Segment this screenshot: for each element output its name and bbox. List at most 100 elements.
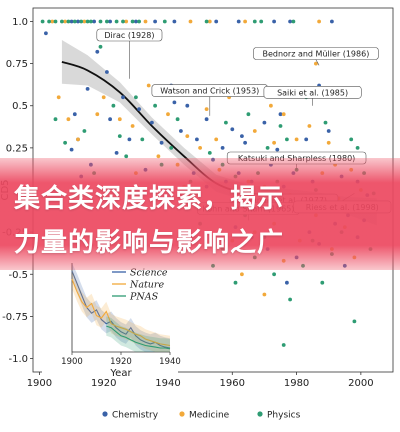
chemistry-point — [85, 87, 90, 91]
y-tick-label: 1.0 — [12, 17, 28, 28]
physics-point — [252, 19, 257, 24]
chemistry-point — [304, 137, 309, 142]
chemistry-point — [214, 19, 219, 24]
physics-point — [66, 19, 71, 24]
medicine-point — [317, 19, 321, 24]
nature-inset-line — [71, 278, 171, 347]
x-tick-label: 2000 — [348, 378, 373, 389]
physics-point — [124, 154, 129, 159]
physics-point — [60, 19, 64, 24]
physics-point — [175, 117, 180, 122]
medicine-point — [124, 19, 129, 24]
chemistry-point — [172, 19, 177, 24]
physics-point — [114, 19, 119, 24]
chemistry-point — [150, 120, 154, 125]
nature-inset-legend-label: Nature — [129, 280, 164, 291]
annotation-label: Bednorz and Müller (1986) — [262, 50, 369, 59]
physics-point — [53, 117, 58, 122]
annotation-label: Watson and Crick (1953) — [160, 87, 259, 96]
physics-point — [47, 19, 51, 24]
y-tick-label: 0.75 — [6, 59, 28, 70]
chemistry-point — [179, 129, 183, 133]
physics-point — [117, 134, 122, 139]
nature-inset-band — [72, 269, 170, 352]
physics-legend-marker — [257, 411, 263, 417]
physics-point — [82, 129, 87, 133]
physics-point — [246, 112, 251, 117]
x-tick-label: 1980 — [284, 378, 309, 389]
physics-point — [224, 120, 228, 125]
physics-point — [285, 137, 289, 142]
medicine-legend-marker — [179, 411, 185, 417]
chemistry-point — [172, 100, 177, 105]
x-tick-label: 1940 — [155, 378, 180, 389]
y-tick-label: -1.0 — [8, 354, 28, 365]
chemistry-point — [69, 147, 74, 152]
chemistry-point — [275, 147, 280, 152]
medicine-point — [240, 272, 244, 277]
physics-point — [137, 19, 142, 24]
chemistry-point — [262, 120, 267, 125]
chemistry-point — [243, 140, 248, 145]
physics-point — [72, 19, 77, 24]
pnas-inset-legend-label: PNAS — [129, 292, 159, 303]
x-tick-label: 1920 — [91, 378, 116, 389]
chemistry-point — [195, 137, 199, 142]
medicine-point — [307, 124, 312, 128]
medicine-point — [63, 19, 67, 24]
medicine-point — [66, 117, 71, 122]
chemistry-point — [236, 19, 241, 24]
chemistry-point — [278, 112, 283, 117]
physics-point — [121, 19, 125, 24]
physics-point — [169, 146, 174, 150]
medicine-point — [185, 134, 190, 139]
medicine-point — [294, 137, 299, 142]
chemistry-point — [137, 107, 142, 111]
chemistry-point — [230, 127, 235, 132]
annotation-label: Saiki et al. (1985) — [277, 88, 348, 97]
chemistry-point — [121, 95, 125, 100]
chemistry-point — [240, 134, 244, 139]
banner-line-2: 力量的影响与影响之广 — [14, 228, 285, 258]
physics-point — [320, 280, 325, 285]
physics-point — [278, 124, 283, 128]
physics-point — [352, 319, 357, 324]
medicine-point — [207, 19, 212, 24]
chemistry-point — [134, 19, 138, 24]
physics-point — [349, 137, 354, 142]
physics-point — [79, 19, 84, 24]
chemistry-point — [204, 117, 209, 122]
y-tick-label: -0.75 — [2, 312, 28, 323]
annotation-box — [96, 28, 163, 42]
physics-point — [105, 19, 109, 24]
medicine-point — [269, 103, 273, 108]
annotation-leader — [315, 59, 320, 66]
medicine-point — [146, 83, 151, 88]
medicine-point — [272, 140, 276, 145]
physics-point — [98, 44, 103, 49]
chemistry-point — [105, 70, 109, 74]
medicine-point — [82, 19, 87, 24]
headline-banner — [0, 158, 400, 270]
physics-point — [288, 297, 292, 302]
medicine-point — [166, 112, 170, 117]
inset-x-tick-label: 1920 — [110, 357, 132, 367]
physics-point — [134, 95, 138, 100]
y-tick-label: 0.5 — [12, 101, 28, 112]
chemistry-point — [330, 19, 334, 24]
physics-point — [291, 19, 296, 24]
medicine-point — [130, 124, 135, 128]
science-inset-legend-label: Science — [130, 268, 168, 279]
medicine-point — [95, 112, 100, 117]
science-inset-band — [72, 263, 170, 352]
medicine-point — [204, 107, 209, 111]
inset-background — [42, 260, 178, 378]
physics-point — [40, 19, 45, 24]
physics-point — [153, 103, 158, 108]
chemistry-point — [114, 151, 119, 155]
science-inset-line — [71, 270, 171, 349]
physics-point — [111, 103, 116, 108]
physics-point — [63, 140, 67, 145]
inset-x-axis-label: Year — [109, 368, 132, 379]
physics-point — [53, 19, 58, 24]
